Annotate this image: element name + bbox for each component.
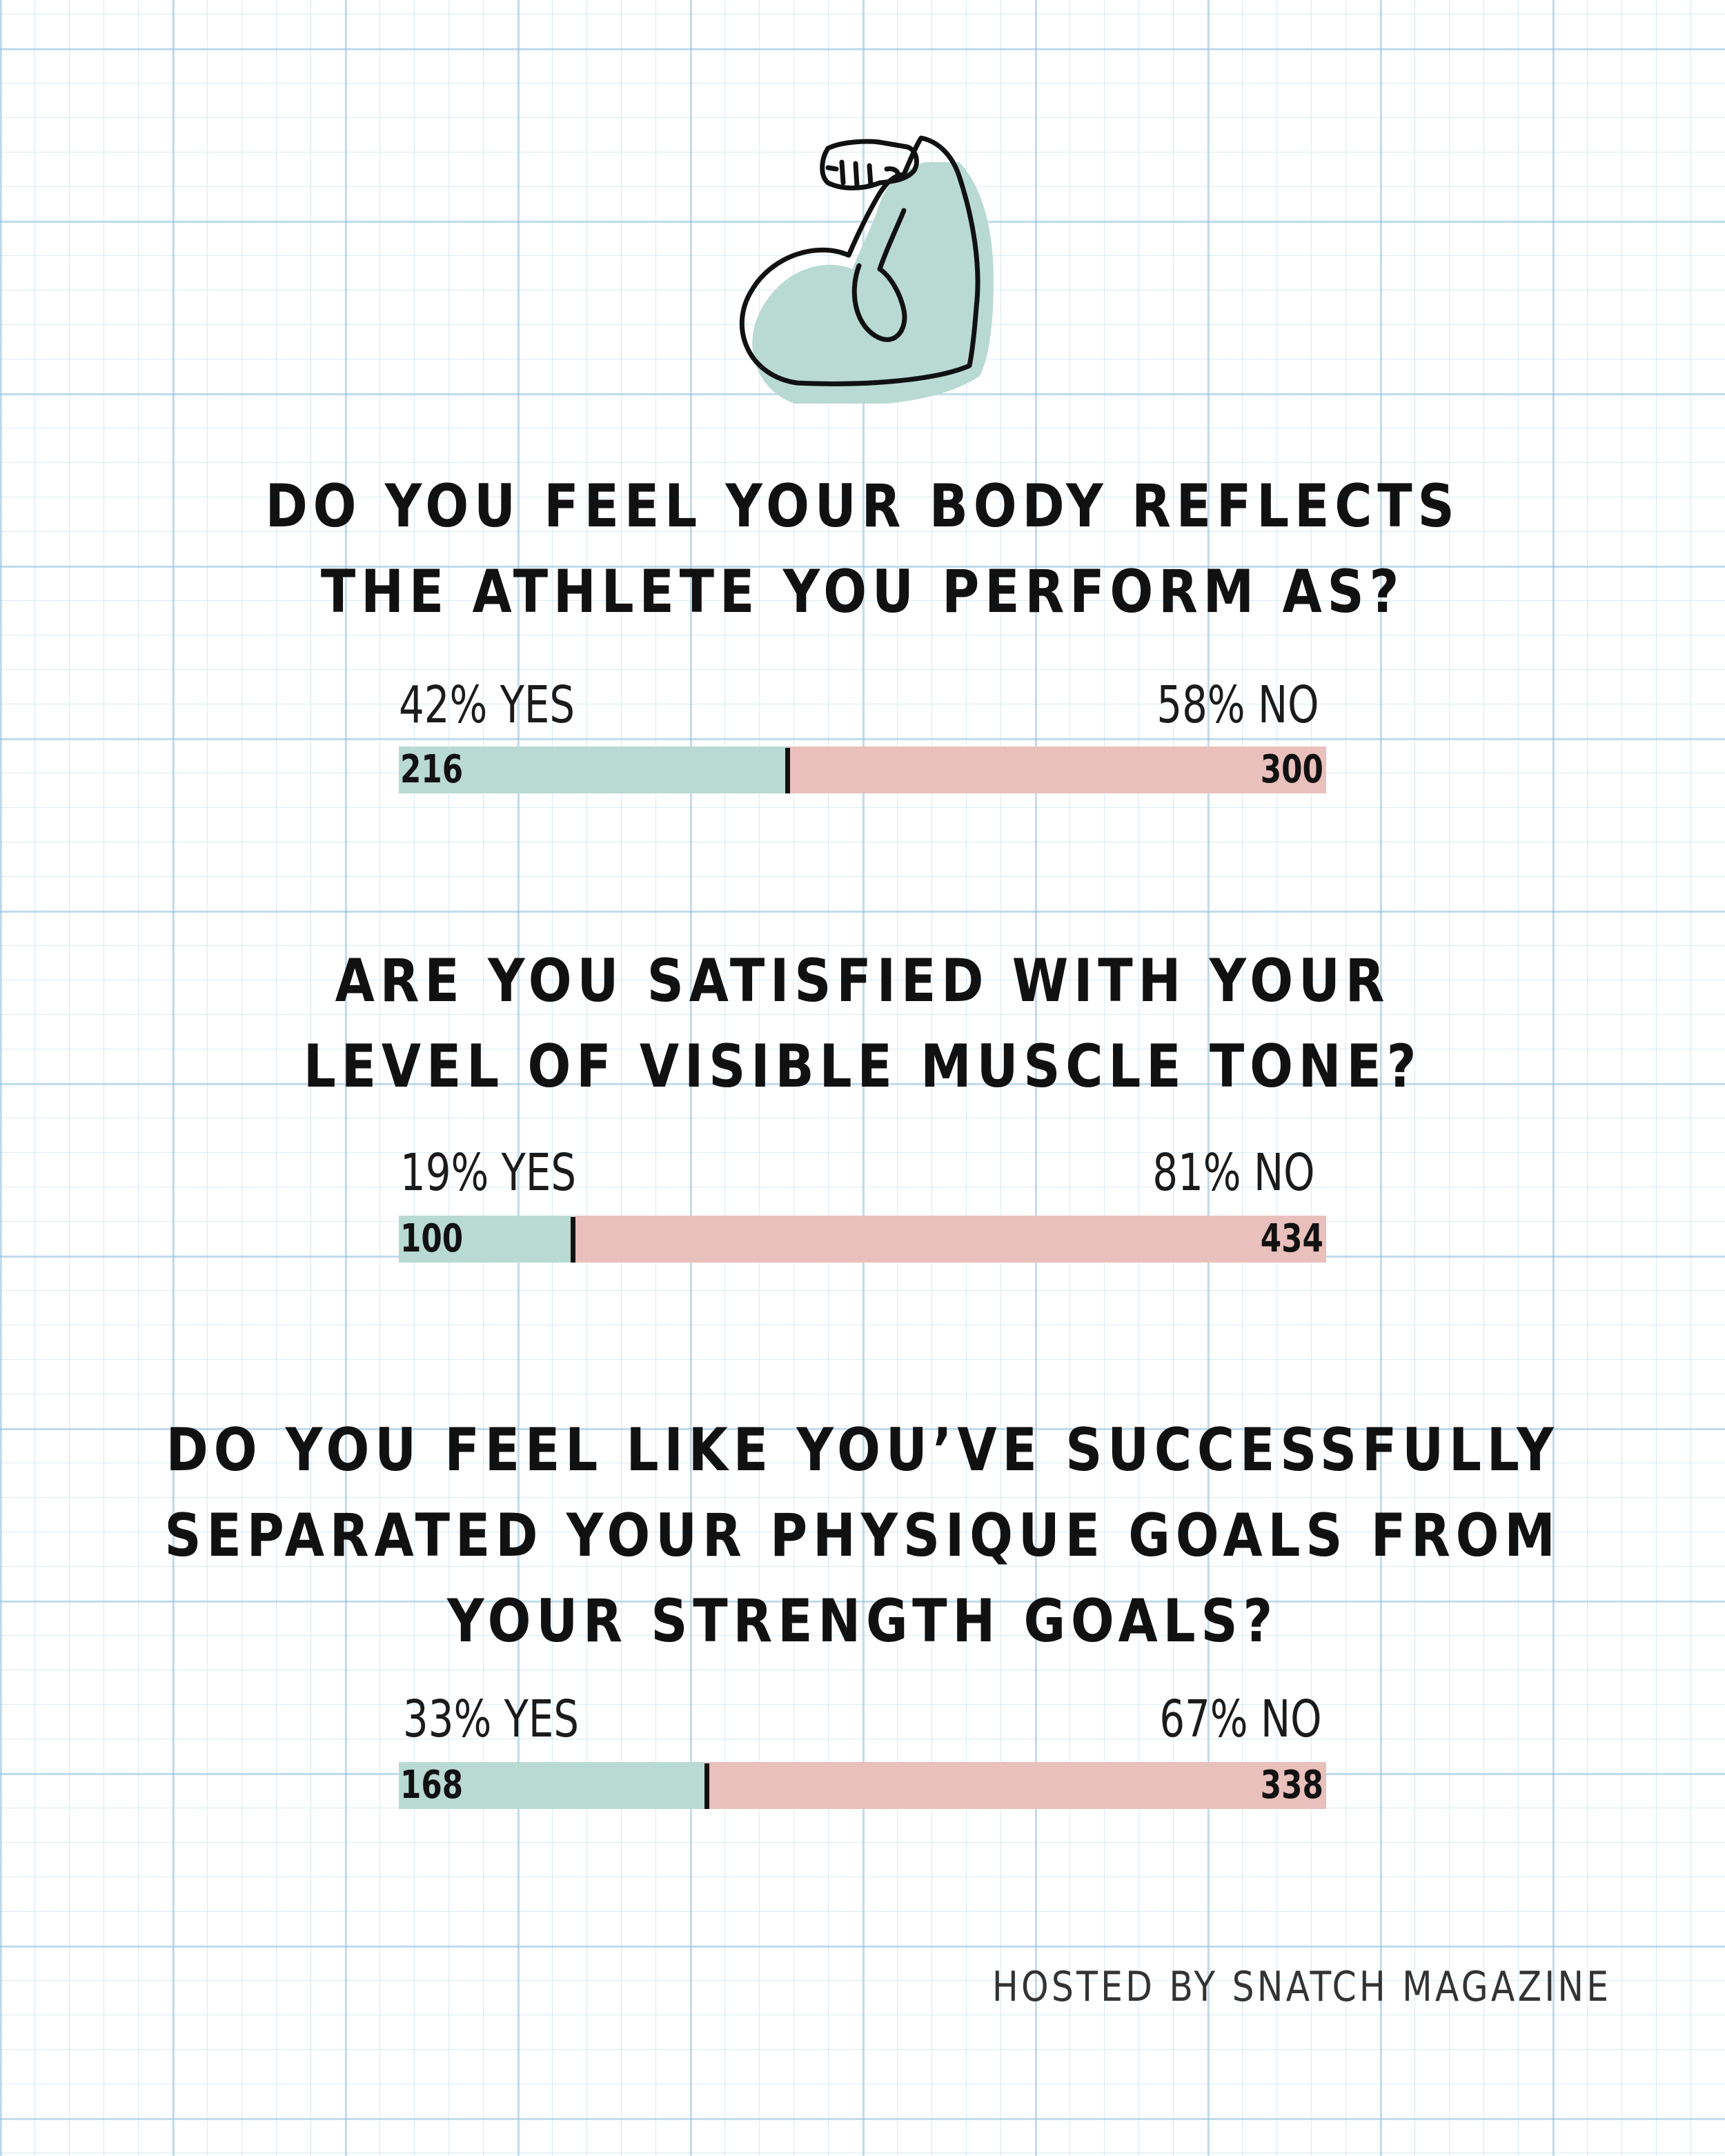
- poll-1-yes-percent: 42% YES: [399, 675, 575, 735]
- poll-1-no-count: 300: [1260, 747, 1323, 792]
- poll-1-yes-count: 216: [400, 747, 464, 792]
- poll-3-yes-count: 168: [400, 1763, 464, 1808]
- poll-1-bar-yes: [399, 746, 787, 793]
- bicep-outline: [739, 135, 980, 386]
- forearm-inner-line: [877, 208, 907, 272]
- footer-credit: HOSTED BY SNATCH MAGAZINE: [992, 1963, 1611, 2011]
- poll-2-bar-divider: [570, 1217, 575, 1263]
- poll-1-question: DO YOU FEEL YOUR BODY REFLECTS THE ATHLE…: [121, 464, 1604, 635]
- poll-3-bar: 168 338: [399, 1762, 1326, 1809]
- poll-2-question-line-2: LEVEL OF VISIBLE MUSCLE TONE?: [303, 1032, 1422, 1101]
- bicep-shadow: [752, 162, 994, 404]
- poll-1-question-line-2: THE ATHLETE YOU PERFORM AS?: [320, 557, 1405, 626]
- poll-2-yes-percent: 19% YES: [400, 1143, 577, 1203]
- poll-2-question-line-1: ARE YOU SATISFIED WITH YOUR: [335, 947, 1390, 1016]
- bicep-muscle-line: [851, 263, 907, 342]
- poll-2-question: ARE YOU SATISFIED WITH YOUR LEVEL OF VIS…: [121, 938, 1604, 1109]
- poll-3-yes-percent: 33% YES: [403, 1690, 580, 1749]
- poll-3-no-count: 338: [1260, 1763, 1323, 1808]
- poll-2-no-percent: 81% NO: [1152, 1143, 1315, 1203]
- poll-3-question-line-1: DO YOU FEEL LIKE YOU’VE SUCCESSFULLY: [166, 1416, 1559, 1485]
- poll-3-question-line-3: YOUR STRENGTH GOALS?: [446, 1587, 1279, 1656]
- fist-fingers: [825, 159, 901, 188]
- poll-1-no-percent: 58% NO: [1156, 675, 1319, 735]
- poll-1-question-line-1: DO YOU FEEL YOUR BODY REFLECTS: [265, 472, 1460, 541]
- poll-2-yes-count: 100: [400, 1216, 464, 1261]
- fist-outline: [820, 139, 919, 190]
- poll-3-question-line-2: SEPARATED YOUR PHYSIQUE GOALS FROM: [164, 1501, 1561, 1570]
- poll-1-bar-divider: [785, 748, 790, 793]
- poll-3-bar-yes: [399, 1762, 707, 1809]
- poll-3-no-percent: 67% NO: [1159, 1690, 1322, 1749]
- poll-3-bar-divider: [704, 1763, 710, 1809]
- poll-3-question: DO YOU FEEL LIKE YOU’VE SUCCESSFULLY SEP…: [121, 1407, 1604, 1664]
- poll-2-bar: 100 434: [399, 1216, 1326, 1263]
- poll-2-bar-yes: [399, 1216, 573, 1263]
- poll-1-bar: 216 300: [399, 746, 1326, 793]
- poll-2-no-count: 434: [1260, 1216, 1323, 1261]
- flexed-bicep-icon: [739, 135, 994, 404]
